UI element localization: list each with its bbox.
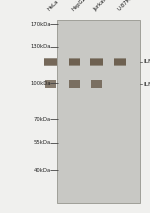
Bar <box>90 65 103 66</box>
Bar <box>114 58 126 66</box>
Text: HepG2: HepG2 <box>71 0 87 12</box>
Text: 100kDa: 100kDa <box>30 81 51 86</box>
Text: ILF3: ILF3 <box>143 59 150 64</box>
Text: 55kDa: 55kDa <box>34 140 51 145</box>
Bar <box>91 80 102 88</box>
Text: Jurkat: Jurkat <box>93 0 108 12</box>
Bar <box>114 65 126 66</box>
Bar <box>114 58 126 59</box>
Bar <box>69 58 80 66</box>
Bar <box>57 20 140 203</box>
Text: 40kDa: 40kDa <box>34 168 51 173</box>
Bar <box>69 58 80 59</box>
Text: 70kDa: 70kDa <box>34 117 51 122</box>
Bar <box>69 80 80 88</box>
Bar <box>90 58 103 59</box>
Text: U-87MG: U-87MG <box>116 0 135 12</box>
Text: 130kDa: 130kDa <box>31 44 51 49</box>
Text: ILF3: ILF3 <box>143 82 150 87</box>
Bar <box>90 58 103 66</box>
Bar <box>69 65 80 66</box>
Text: HeLa: HeLa <box>47 0 60 12</box>
Bar <box>44 58 57 66</box>
Bar <box>44 58 57 59</box>
Bar <box>44 65 57 66</box>
Text: 170kDa: 170kDa <box>30 22 51 27</box>
Bar <box>45 80 56 88</box>
